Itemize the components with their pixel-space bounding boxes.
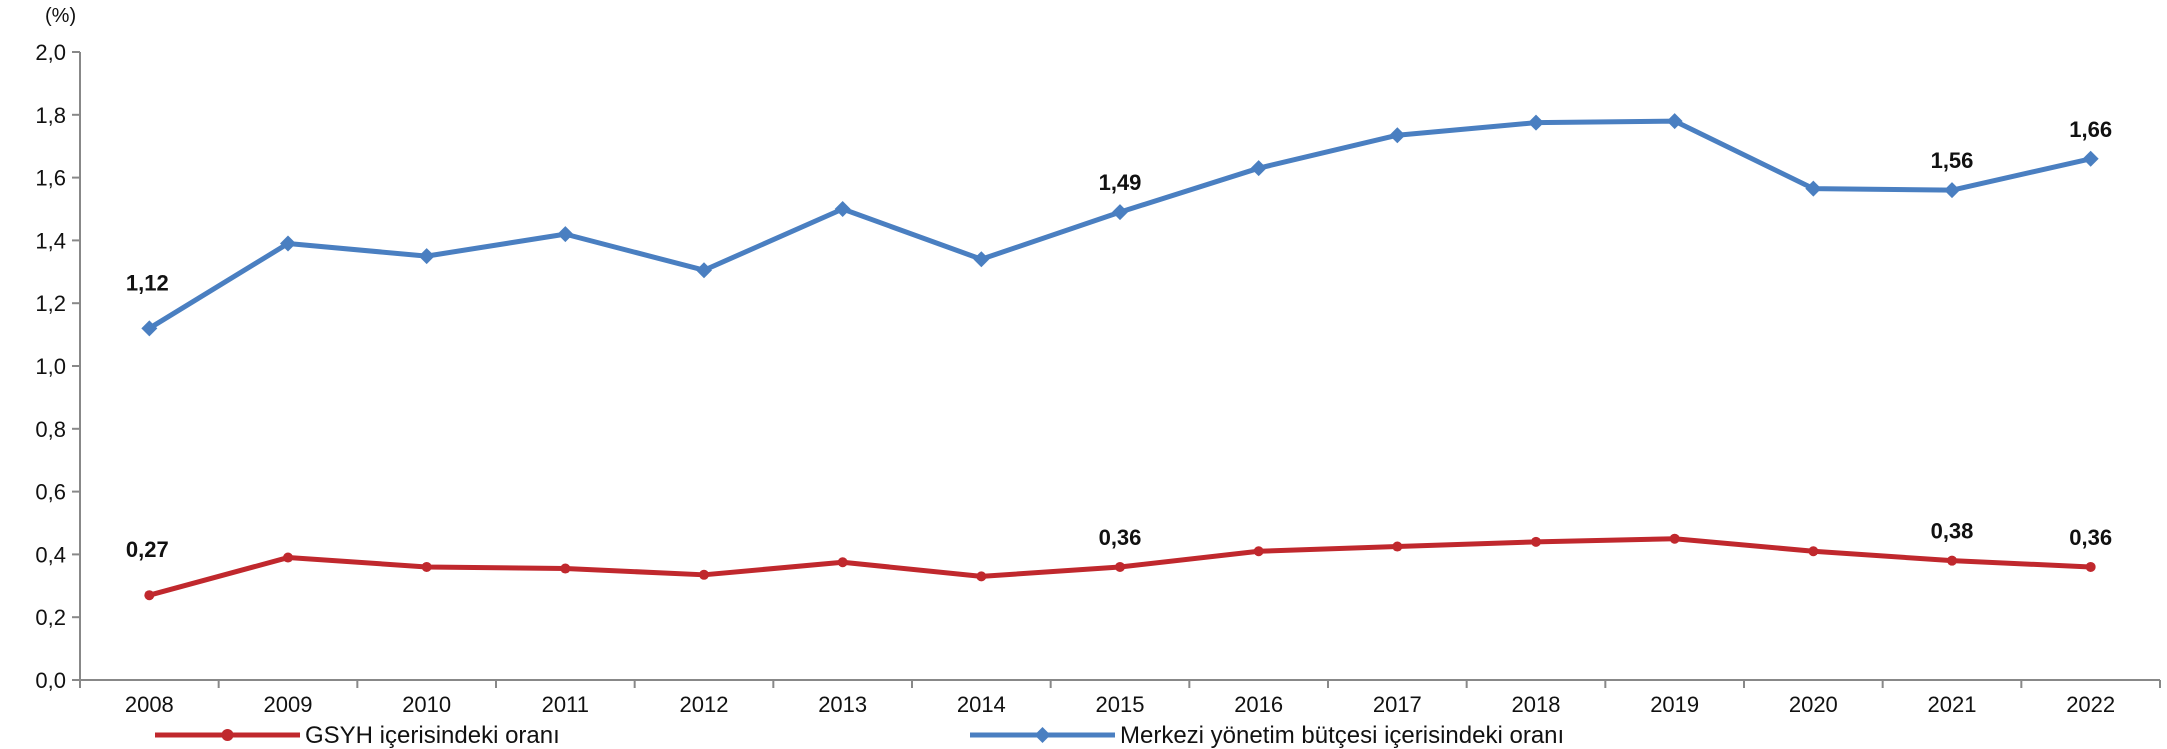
data-point [141, 320, 158, 337]
data-point [421, 561, 432, 572]
data-point [1112, 204, 1128, 221]
data-point [1250, 160, 1267, 177]
x-tick-label: 2009 [264, 692, 313, 717]
data-point [144, 590, 155, 601]
legend-item: Merkezi yönetim bütçesi içerisindeki ora… [970, 722, 1564, 749]
data-point [283, 552, 293, 563]
x-tick-label: 2012 [680, 692, 729, 717]
series-gsyh [144, 533, 2096, 601]
x-tick-label: 2021 [1928, 692, 1977, 717]
data-point [2082, 150, 2099, 167]
legend-label: GSYH içerisindeki oranı [305, 722, 560, 749]
data-point [2085, 561, 2096, 572]
data-label: 0,38 [1931, 519, 1974, 544]
x-tick-label: 2008 [125, 692, 174, 717]
data-label: 1,49 [1099, 170, 1142, 195]
x-tick-label: 2017 [1373, 692, 1422, 717]
x-tick-label: 2022 [2066, 692, 2115, 717]
data-point [418, 248, 435, 265]
x-tick-label: 2014 [957, 692, 1006, 717]
data-point [1808, 546, 1819, 557]
axes: 0,0 0,2 0,4 0,6 0,8 1,0 1,2 1,4 1,6 1,8 2,0 2008 200… [35, 40, 2161, 717]
data-point [280, 235, 296, 252]
y-tick-label: 0,8 [35, 417, 66, 442]
data-point [1944, 182, 1960, 199]
y-tick-label: 1,8 [35, 103, 66, 128]
y-tick-label: 1,6 [35, 166, 66, 191]
y-tick-label: 0,0 [35, 668, 66, 693]
y-tick-label: 2,0 [35, 40, 66, 65]
y-tick-label: 0,4 [35, 542, 66, 567]
series-line [148, 118, 2092, 331]
data-point [837, 557, 848, 568]
data-point [1669, 533, 1680, 544]
y-tick-label: 0,2 [35, 605, 66, 630]
data-label: 1,12 [126, 270, 169, 295]
data-point [1115, 561, 1125, 572]
y-tick-label: 1,4 [35, 228, 66, 253]
data-point [1947, 555, 1957, 566]
legend-marker [221, 729, 234, 741]
data-point [560, 563, 571, 574]
legend-item: GSYH içerisindeki oranı [155, 722, 560, 749]
y-tick-label: 1,2 [35, 291, 66, 316]
y-tick-label: 1,0 [35, 354, 66, 379]
data-point [1531, 536, 1541, 547]
data-label: 0,36 [1099, 525, 1142, 550]
legend-marker [1034, 727, 1051, 743]
x-tick-label: 2011 [542, 692, 589, 717]
data-point [973, 251, 990, 268]
data-point [976, 571, 987, 582]
data-point [696, 262, 712, 279]
data-point [1528, 114, 1544, 131]
legend: GSYH içerisindeki oranı Merkezi yönetim b… [155, 722, 1564, 749]
data-point [1389, 127, 1406, 144]
data-labels: 0,27 0,36 0,38 0,36 1,12 1,49 1,56 1,66 [126, 117, 2112, 562]
data-point [1392, 541, 1403, 552]
y-tick-label: 0,6 [35, 480, 66, 505]
data-point [1253, 546, 1264, 557]
x-tick-label: 2010 [402, 692, 451, 717]
data-point [834, 201, 851, 217]
data-label: 1,66 [2069, 117, 2112, 142]
x-tick-label: 2016 [1234, 692, 1283, 717]
series-layer [141, 113, 2099, 601]
data-label: 1,56 [1931, 148, 1974, 173]
data-point [1805, 180, 1822, 197]
x-tick-label: 2020 [1789, 692, 1838, 717]
data-label: 0,27 [126, 537, 169, 562]
series-merkezi-butce [141, 113, 2099, 337]
data-point [557, 226, 574, 243]
x-tick-label: 2018 [1512, 692, 1561, 717]
data-point [1666, 113, 1683, 130]
legend-label: Merkezi yönetim bütçesi içerisindeki ora… [1120, 722, 1564, 749]
x-tick-label: 2013 [818, 692, 867, 717]
data-point [699, 569, 709, 580]
unit-label: (%) [45, 5, 76, 27]
x-tick-label: 2019 [1650, 692, 1699, 717]
x-tick-label: 2015 [1096, 692, 1145, 717]
data-label: 0,36 [2069, 525, 2112, 550]
